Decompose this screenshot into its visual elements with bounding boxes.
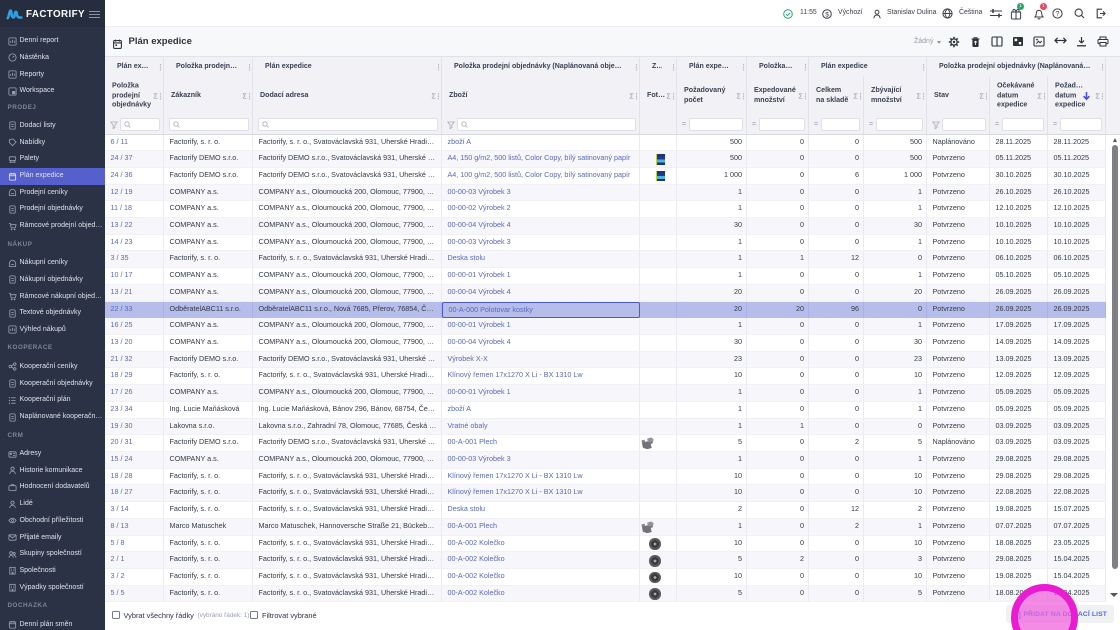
svg-text:$: $ bbox=[825, 11, 829, 18]
svg-text:?: ? bbox=[1056, 11, 1060, 18]
